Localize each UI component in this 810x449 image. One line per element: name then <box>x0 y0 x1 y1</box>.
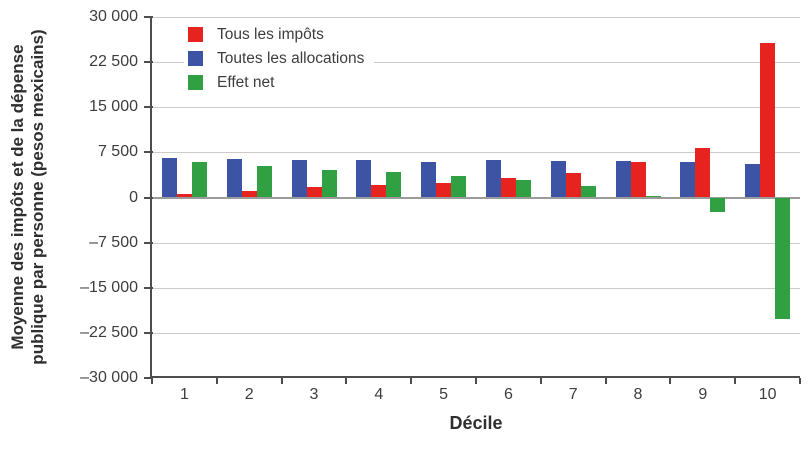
bar-toutes-les-allocations-decile-4 <box>356 159 372 198</box>
x-axis-tick-1 <box>215 378 218 384</box>
y-tick-label--30000: –30 000 <box>80 369 138 386</box>
x-axis-tick-9 <box>734 378 737 384</box>
bar-effet-net-decile-3 <box>321 169 337 198</box>
y-tick-label-30000: 30 000 <box>89 8 138 25</box>
bar-toutes-les-allocations-decile-9 <box>680 162 696 198</box>
y-tick-label-15000: 15 000 <box>89 98 138 116</box>
x-tick-label-4: 4 <box>374 386 384 403</box>
y-axis-tick-30000 <box>144 16 153 18</box>
bar-tous-les-impots-decile-8 <box>630 162 646 198</box>
x-axis-line <box>150 376 800 378</box>
x-tick-label-7: 7 <box>568 386 578 403</box>
x-tick-label-6: 6 <box>503 386 513 403</box>
y-axis-tick-0 <box>144 196 153 199</box>
bar-effet-net-decile-2 <box>256 166 272 198</box>
legend-label-toutes-les-allocations: Toutes les allocations <box>217 49 365 67</box>
legend-label-tous-les-impots: Tous les impôts <box>217 25 324 43</box>
x-axis-tick-6 <box>539 378 542 384</box>
legend-swatch-effet-net <box>188 75 203 90</box>
bar-tous-les-impots-decile-6 <box>500 177 516 198</box>
x-axis-tick-8 <box>669 378 672 384</box>
bar-effet-net-decile-4 <box>386 172 402 198</box>
x-axis-tick-7 <box>604 378 607 384</box>
bar-tous-les-impots-decile-4 <box>371 185 387 198</box>
bar-toutes-les-allocations-decile-2 <box>226 159 242 198</box>
x-axis-tick-4 <box>410 378 413 384</box>
bar-toutes-les-allocations-decile-8 <box>615 160 631 198</box>
y-tick-label--7500: –7 500 <box>89 233 138 251</box>
bar-effet-net-decile-7 <box>580 185 596 198</box>
y-tick-label--15000: –15 000 <box>80 278 138 296</box>
y-axis-tick-7500 <box>144 151 153 154</box>
bar-effet-net-decile-8 <box>645 195 661 198</box>
x-tick-label-8: 8 <box>633 386 643 403</box>
bar-toutes-les-allocations-decile-1 <box>161 158 177 198</box>
bar-tous-les-impots-decile-3 <box>306 187 322 198</box>
legend-item-tous-les-impots: Tous les impôts <box>188 25 364 43</box>
bar-effet-net-decile-6 <box>515 180 531 198</box>
x-tick-label-2: 2 <box>244 386 254 403</box>
bar-tous-les-impots-decile-5 <box>436 183 452 198</box>
legend: Tous les impôts Toutes les allocations Eff… <box>184 24 375 92</box>
x-axis-title: Décile <box>449 413 503 433</box>
bar-toutes-les-allocations-decile-5 <box>421 162 437 198</box>
gridline-30000 <box>152 17 800 18</box>
bar-tous-les-impots-decile-7 <box>565 172 581 198</box>
y-tick-label--22500: –22 500 <box>80 323 138 341</box>
y-axis-title: Moyenne des impôts et de la dépense publ… <box>8 29 48 364</box>
y-axis-tick--22500 <box>144 331 153 334</box>
legend-swatch-toutes-les-allocations <box>188 51 203 66</box>
bar-effet-net-decile-10 <box>775 197 791 320</box>
bar-tous-les-impots-decile-9 <box>695 147 711 198</box>
y-axis-tick--30000 <box>144 377 153 379</box>
legend-item-toutes-les-allocations: Toutes les allocations <box>188 49 365 67</box>
bar-tous-les-impots-decile-1 <box>176 193 192 198</box>
gridline-15000 <box>152 107 800 109</box>
x-axis-tick-3 <box>345 378 348 384</box>
y-axis-tick-15000 <box>144 106 153 109</box>
bar-effet-net-decile-5 <box>451 176 467 198</box>
x-axis-tick-5 <box>475 378 477 384</box>
bar-toutes-les-allocations-decile-10 <box>745 164 761 198</box>
y-axis-title-line2: publique par personne (pesos mexicains) <box>28 29 47 365</box>
gridline--22500 <box>152 332 800 334</box>
y-tick-label-7500: 7 500 <box>97 143 138 161</box>
y-tick-label-0: 0 <box>129 188 138 206</box>
bar-toutes-les-allocations-decile-7 <box>550 160 566 198</box>
bar-tous-les-impots-decile-10 <box>760 42 776 198</box>
x-tick-label-9: 9 <box>698 386 708 403</box>
bar-toutes-les-allocations-decile-3 <box>291 159 307 198</box>
bar-toutes-les-allocations-decile-6 <box>485 160 501 198</box>
x-tick-label-5: 5 <box>439 386 449 403</box>
bar-effet-net-decile-1 <box>191 161 207 198</box>
y-tick-label-22500: 22 500 <box>89 53 138 71</box>
x-axis-tick-10 <box>799 378 801 384</box>
x-tick-label-10: 10 <box>758 386 777 403</box>
x-axis-tick-0 <box>151 378 153 384</box>
zero-gridline <box>152 196 800 199</box>
legend-swatch-tous-les-impots <box>188 27 203 42</box>
gridline-22500 <box>152 62 800 64</box>
gridline-7500 <box>152 152 800 154</box>
y-axis-title-line1: Moyenne des impôts et de la dépense <box>8 44 27 350</box>
legend-label-effet-net: Effet net <box>217 73 275 91</box>
y-axis-tick--15000 <box>144 286 153 289</box>
y-axis-tick--7500 <box>144 241 153 244</box>
y-axis-tick-22500 <box>144 61 153 64</box>
x-tick-label-1: 1 <box>179 386 189 403</box>
bar-tous-les-impots-decile-2 <box>241 190 257 198</box>
bar-effet-net-decile-9 <box>710 197 726 212</box>
gridline--7500 <box>152 242 800 244</box>
x-tick-label-3: 3 <box>309 386 319 403</box>
x-axis-tick-2 <box>280 378 283 384</box>
gridline--15000 <box>152 287 800 289</box>
legend-item-effet-net: Effet net <box>188 73 364 91</box>
